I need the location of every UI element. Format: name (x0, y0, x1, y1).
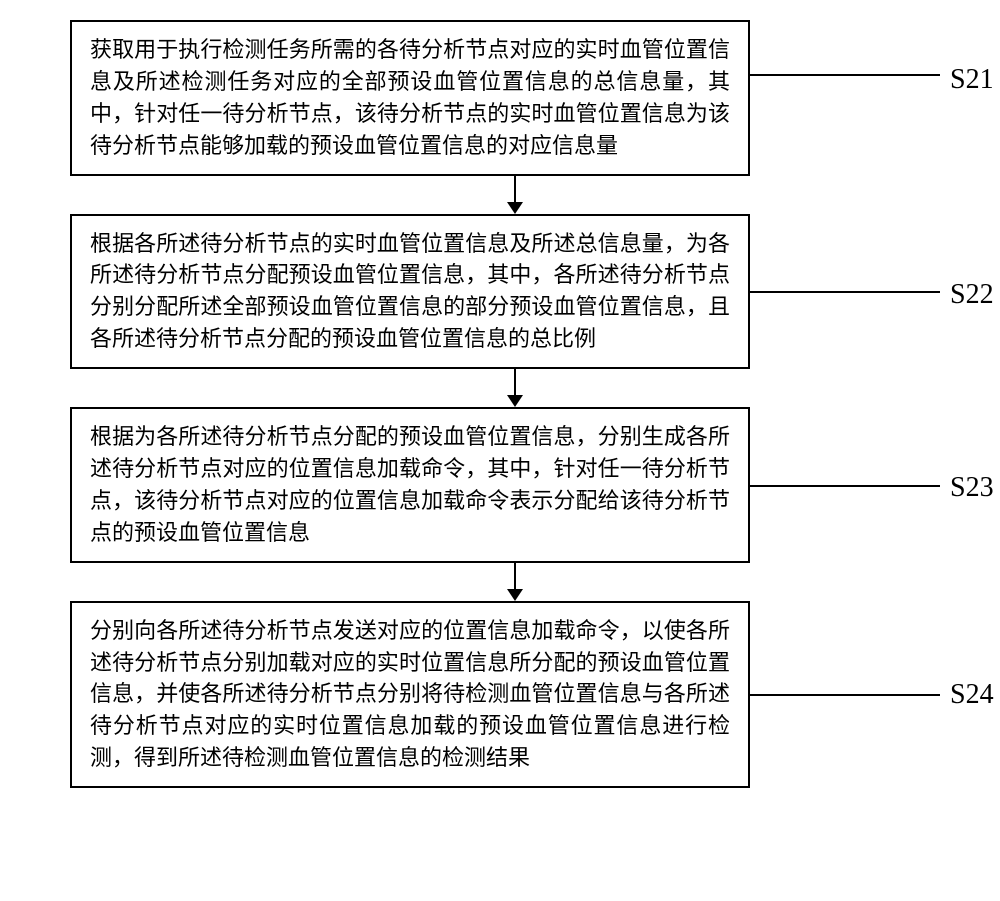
connector-s21 (750, 74, 940, 76)
step-box-s22: 根据各所述待分析节点的实时血管位置信息及所述总信息量，为各所述待分析节点分配预设… (70, 214, 750, 370)
arrow-head-icon (507, 395, 523, 407)
step-label-s21: S21 (950, 64, 994, 96)
connector-s23 (750, 485, 940, 487)
step-row-s21: 获取用于执行检测任务所需的各待分析节点对应的实时血管位置信息及所述检测任务对应的… (40, 20, 960, 176)
step-row-s22: 根据各所述待分析节点的实时血管位置信息及所述总信息量，为各所述待分析节点分配预设… (40, 214, 960, 370)
arrow-s23-s24 (175, 563, 855, 601)
step-row-s24: 分别向各所述待分析节点发送对应的位置信息加载命令，以使各所述待分析节点分别加载对… (40, 601, 960, 788)
step-label-s24: S24 (950, 679, 994, 711)
step-box-s21: 获取用于执行检测任务所需的各待分析节点对应的实时血管位置信息及所述检测任务对应的… (70, 20, 750, 176)
arrow-head-icon (507, 589, 523, 601)
step-label-s22: S22 (950, 279, 994, 311)
connector-s22 (750, 291, 940, 293)
arrow-s22-s23 (175, 369, 855, 407)
step-box-s23: 根据为各所述待分析节点分配的预设血管位置信息，分别生成各所述待分析节点对应的位置… (70, 407, 750, 563)
flowchart-container: 获取用于执行检测任务所需的各待分析节点对应的实时血管位置信息及所述检测任务对应的… (40, 20, 960, 788)
arrow-s21-s22 (175, 176, 855, 214)
step-box-s24: 分别向各所述待分析节点发送对应的位置信息加载命令，以使各所述待分析节点分别加载对… (70, 601, 750, 788)
step-row-s23: 根据为各所述待分析节点分配的预设血管位置信息，分别生成各所述待分析节点对应的位置… (40, 407, 960, 563)
connector-s24 (750, 694, 940, 696)
step-label-s23: S23 (950, 472, 994, 504)
arrow-head-icon (507, 202, 523, 214)
